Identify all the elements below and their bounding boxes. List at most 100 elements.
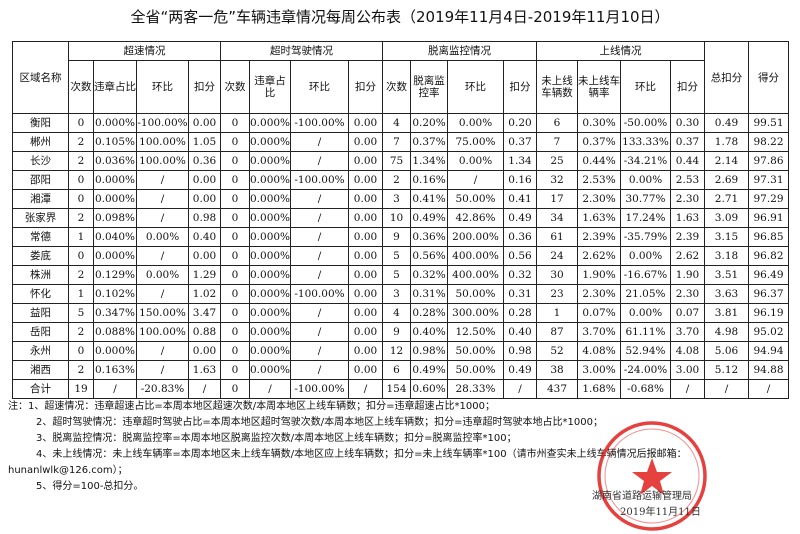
table-cell: -35.79% xyxy=(620,227,671,247)
table-cell: 0.36 xyxy=(503,227,537,247)
table-cell: 0.31% xyxy=(410,284,448,304)
table-cell: 9 xyxy=(382,227,411,247)
table-cell: / xyxy=(136,208,189,228)
table-cell: 0.00% xyxy=(620,246,671,266)
table-cell: 0.56% xyxy=(410,246,448,266)
header-overtime: 超时驾驶情况 xyxy=(220,41,383,61)
table-cell: 0.44% xyxy=(577,151,621,171)
table-cell: 0.000% xyxy=(249,284,291,304)
table-cell: 30.77% xyxy=(620,189,671,209)
table-cell: / xyxy=(290,227,349,247)
region-name: 永州 xyxy=(12,341,69,361)
table-cell: 100.00% xyxy=(136,151,189,171)
table-cell: 100.00% xyxy=(136,322,189,342)
table-cell: 0.00 xyxy=(348,151,383,171)
table-cell: 0.00 xyxy=(348,227,383,247)
table-cell: 133.33% xyxy=(620,132,671,152)
table-cell: 0.16 xyxy=(503,170,537,190)
table-cell: 2.69 xyxy=(704,170,749,190)
table-cell: 4 xyxy=(382,303,411,323)
header-violation-ratio: 违章占比 xyxy=(249,60,291,114)
table-cell: 34 xyxy=(536,208,578,228)
table-cell: 0 xyxy=(220,360,250,380)
table-cell: / xyxy=(290,246,349,266)
table-cell: 61 xyxy=(536,227,578,247)
table-cell: 50.00% xyxy=(447,341,504,361)
table-cell: 0.00 xyxy=(348,189,383,209)
table-cell: 0.000% xyxy=(249,151,291,171)
table-cell: 0 xyxy=(220,170,250,190)
table-cell: 24 xyxy=(536,246,578,266)
table-cell: 0.00 xyxy=(348,284,383,304)
table-cell: / xyxy=(748,379,789,399)
table-cell: 2.53% xyxy=(577,170,621,190)
region-name: 合计 xyxy=(12,379,69,399)
table-cell: / xyxy=(136,189,189,209)
table-cell: 5.06 xyxy=(704,341,749,361)
table-cell: 0 xyxy=(220,322,250,342)
table-cell: 1.63 xyxy=(670,208,705,228)
table-row: 郴州 2 0.105% 100.00% 1.05 0 0.000%/0.00 7 0.37% 75… xyxy=(12,132,789,152)
table-cell: 12 xyxy=(382,341,411,361)
table-cell: 0.098% xyxy=(93,208,137,228)
table-cell: 96.91 xyxy=(748,208,789,228)
table-cell: 1.05 xyxy=(188,132,221,152)
table-cell: 50.00% xyxy=(447,189,504,209)
table-cell: 0.37% xyxy=(410,132,448,152)
table-cell: 2 xyxy=(68,360,94,380)
table-cell: 3.00% xyxy=(577,360,621,380)
region-name: 常德 xyxy=(12,227,69,247)
table-cell: 0 xyxy=(68,341,94,361)
table-cell: 0.37% xyxy=(577,132,621,152)
table-cell: 17 xyxy=(536,189,578,209)
table-cell: 0.98 xyxy=(188,208,221,228)
table-row: 岳阳 2 0.088% 100.00% 0.88 0 0.000%/0.00 9 0.40% 12… xyxy=(12,322,789,342)
table-cell: 0.000% xyxy=(249,170,291,190)
table-cell: 0.000% xyxy=(249,132,291,152)
table-cell: 0.00 xyxy=(348,360,383,380)
table-cell: 97.31 xyxy=(748,170,789,190)
table-cell: 300.00% xyxy=(447,303,504,323)
table-cell: 0.40 xyxy=(188,227,221,247)
table-cell: 52 xyxy=(536,341,578,361)
table-cell: 0 xyxy=(220,246,250,266)
table-cell: -50.00% xyxy=(620,113,671,133)
table-cell: 0.36% xyxy=(410,227,448,247)
table-cell: 0.00 xyxy=(348,208,383,228)
table-cell: 3.47 xyxy=(188,303,221,323)
region-name: 株洲 xyxy=(12,265,69,285)
table-cell: 98.22 xyxy=(748,132,789,152)
table-cell: 17.24% xyxy=(620,208,671,228)
table-cell: 0.000% xyxy=(249,303,291,323)
table-cell: 0 xyxy=(220,379,250,399)
header-not-online-rate: 未上线车辆率 xyxy=(577,60,621,114)
table-cell: 0.000% xyxy=(249,341,291,361)
table-cell: 28.33% xyxy=(447,379,504,399)
table-cell: 10 xyxy=(382,208,411,228)
table-cell: 0 xyxy=(220,227,250,247)
table-cell: 3.00 xyxy=(670,360,705,380)
table-cell: 0.000% xyxy=(249,227,291,247)
table-cell: / xyxy=(290,360,349,380)
table-cell: -100.00% xyxy=(290,284,349,304)
table-cell: 0.000% xyxy=(249,265,291,285)
header-online: 上线情况 xyxy=(536,41,705,61)
table-cell: 75.00% xyxy=(447,132,504,152)
table-cell: 2.39 xyxy=(670,227,705,247)
table-cell: 2.30 xyxy=(670,284,705,304)
table-cell: 0.00 xyxy=(188,341,221,361)
signer: 湖南省道路运输管理局 xyxy=(592,491,692,502)
table-cell: 2.62 xyxy=(670,246,705,266)
table-cell: 154 xyxy=(382,379,411,399)
table-cell: 1 xyxy=(68,284,94,304)
table-cell: 0.000% xyxy=(249,208,291,228)
table-cell: 97.86 xyxy=(748,151,789,171)
table-row: 益阳 5 0.347% 150.00% 3.47 0 0.000%/0.00 4 0.28% 30… xyxy=(12,303,789,323)
table-cell: 96.85 xyxy=(748,227,789,247)
table-cell: 0.129% xyxy=(93,265,137,285)
region-name: 娄底 xyxy=(12,246,69,266)
table-cell: 0.49% xyxy=(410,208,448,228)
table-cell: -16.67% xyxy=(620,265,671,285)
table-cell: 12.50% xyxy=(447,322,504,342)
table-cell: 6 xyxy=(382,360,411,380)
